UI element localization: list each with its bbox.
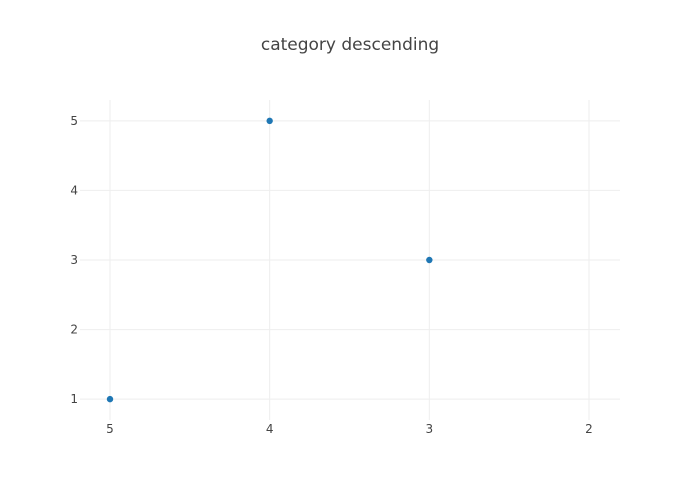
scatter-point[interactable] bbox=[106, 395, 114, 403]
x-tick-label: 4 bbox=[266, 422, 274, 436]
grid-lines bbox=[80, 100, 620, 420]
y-tick-label: 4 bbox=[70, 183, 78, 197]
x-tick-label: 5 bbox=[106, 422, 114, 436]
x-axis-ticks: 5 4 3 2 bbox=[106, 422, 593, 436]
y-tick-label: 1 bbox=[70, 392, 78, 406]
y-tick-label: 5 bbox=[70, 114, 78, 128]
chart-title: category descending bbox=[261, 35, 439, 55]
scatter-point[interactable] bbox=[266, 117, 273, 125]
scatter-point[interactable] bbox=[426, 256, 433, 264]
x-tick-label: 3 bbox=[426, 422, 434, 436]
y-tick-label: 2 bbox=[70, 323, 78, 337]
y-tick-label: 3 bbox=[70, 253, 78, 267]
x-tick-label: 2 bbox=[585, 422, 593, 436]
y-axis-ticks: 1 2 3 4 5 bbox=[70, 114, 78, 406]
chart-title-group: category descending bbox=[261, 35, 439, 55]
data-points bbox=[106, 117, 433, 403]
